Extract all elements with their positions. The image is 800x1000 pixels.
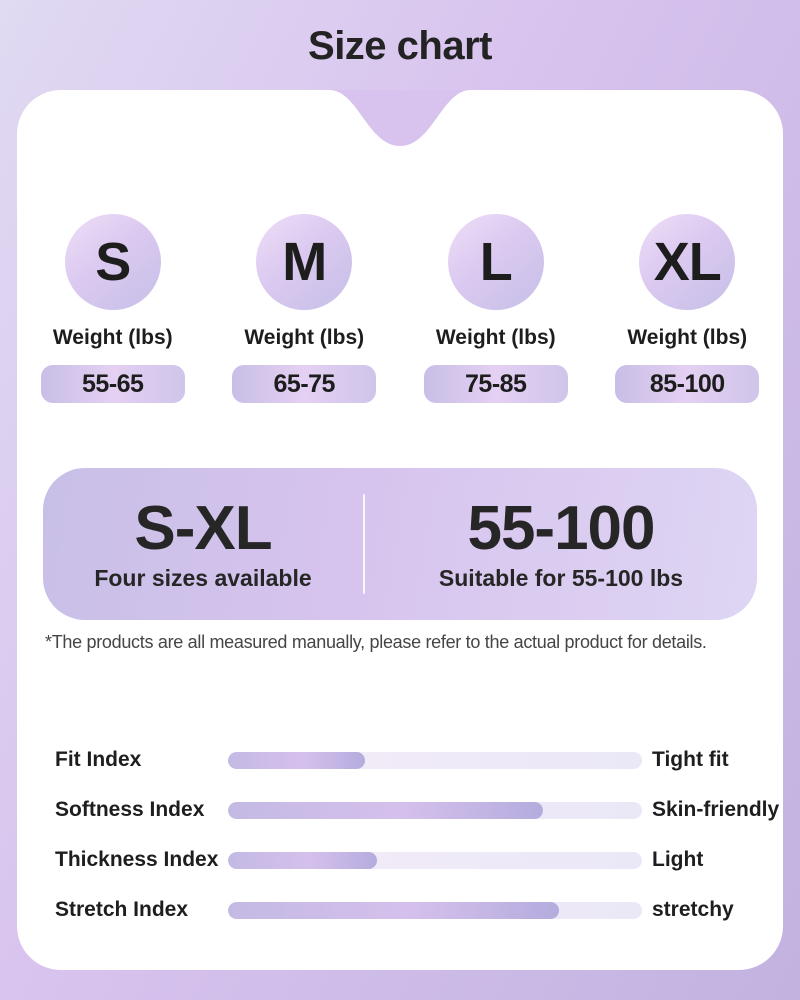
content-card: S Weight (lbs) 55-65 M Weight (lbs) 65-7…: [17, 90, 783, 970]
index-descriptor: Tight fit: [652, 748, 729, 771]
weight-range-value: 55-65: [82, 369, 144, 398]
size-badge: L: [447, 214, 544, 310]
index-bar-fill: [228, 751, 365, 769]
size-badge: M: [256, 214, 353, 310]
size-letter: XL: [653, 232, 722, 292]
index-row-fit: Fit Index Tight fit: [17, 735, 783, 785]
weight-range-pill: 85-100: [615, 365, 760, 403]
index-bar-track: [228, 801, 642, 819]
size-badge: S: [64, 214, 161, 310]
summary-banner: S-XL Four sizes available 55-100 Suitabl…: [43, 468, 757, 620]
measure-label: Weight (lbs): [435, 326, 556, 349]
index-row-thickness: Thickness Index Light: [17, 835, 783, 885]
index-descriptor: stretchy: [652, 898, 734, 921]
summary-weight-caption: Suitable for 55-100 lbs: [438, 565, 684, 592]
index-descriptor: Light: [652, 848, 704, 871]
size-letter: S: [95, 232, 131, 292]
size-column-s: S Weight (lbs) 55-65: [17, 214, 209, 403]
banner-divider: [363, 494, 365, 594]
summary-sizes: S-XL Four sizes available: [43, 496, 363, 592]
weight-range-value: 75-85: [465, 369, 527, 398]
index-bar-track: [228, 751, 642, 769]
weight-range-value: 85-100: [649, 369, 725, 398]
index-label: Fit Index: [55, 748, 142, 771]
index-label: Thickness Index: [55, 848, 219, 871]
summary-size-range: S-XL: [134, 493, 272, 563]
index-bar-fill: [228, 801, 543, 819]
index-bar-fill: [228, 851, 378, 869]
weight-range-pill: 75-85: [423, 365, 568, 403]
measure-label: Weight (lbs): [244, 326, 365, 349]
index-label: Softness Index: [55, 798, 205, 821]
weight-range-value: 65-75: [273, 369, 336, 398]
measurement-disclaimer: *The products are all measured manually,…: [45, 632, 707, 652]
summary-size-caption: Four sizes available: [94, 565, 312, 592]
weight-range-pill: 55-65: [40, 365, 185, 403]
size-options-row: S Weight (lbs) 55-65 M Weight (lbs) 65-7…: [17, 214, 783, 403]
size-badge: XL: [639, 214, 736, 310]
summary-weights: 55-100 Suitable for 55-100 lbs: [365, 496, 757, 592]
measure-label: Weight (lbs): [52, 326, 173, 349]
page-title: Size chart: [308, 24, 492, 68]
measure-label: Weight (lbs): [627, 326, 748, 349]
size-column-m: M Weight (lbs) 65-75: [209, 214, 401, 403]
index-row-stretch: Stretch Index stretchy: [17, 885, 783, 935]
index-bar-fill: [228, 901, 560, 919]
index-row-softness: Softness Index Skin-friendly: [17, 785, 783, 835]
top-notch-decoration: [330, 90, 470, 146]
size-letter: M: [282, 232, 327, 292]
weight-range-pill: 65-75: [232, 365, 377, 403]
summary-weight-range: 55-100: [467, 493, 655, 563]
size-column-xl: XL Weight (lbs) 85-100: [592, 214, 784, 403]
size-letter: L: [479, 232, 513, 292]
index-descriptor: Skin-friendly: [652, 798, 780, 821]
index-bar-track: [228, 851, 642, 869]
index-bar-track: [228, 901, 642, 919]
index-bars-section: Fit Index Tight fit Softness Index Skin-…: [17, 735, 783, 935]
size-column-l: L Weight (lbs) 75-85: [400, 214, 592, 403]
index-label: Stretch Index: [55, 898, 189, 921]
